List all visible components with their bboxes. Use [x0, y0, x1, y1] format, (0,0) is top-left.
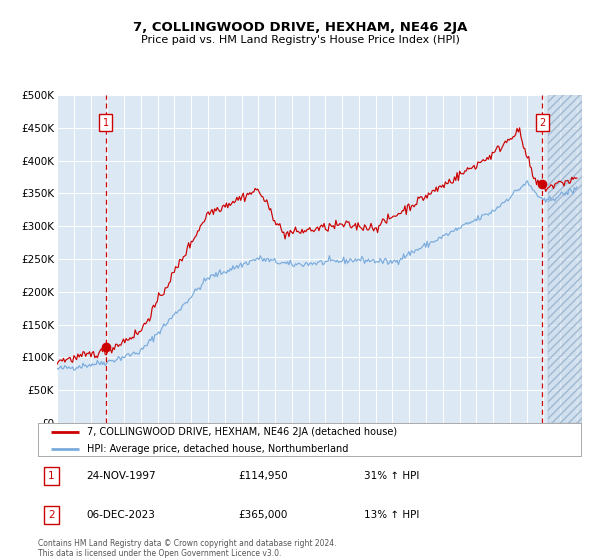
Text: 2: 2: [48, 510, 55, 520]
Text: 13% ↑ HPI: 13% ↑ HPI: [364, 510, 419, 520]
Text: 1: 1: [103, 118, 109, 128]
Text: 2: 2: [539, 118, 545, 128]
Text: 06-DEC-2023: 06-DEC-2023: [86, 510, 155, 520]
Text: 7, COLLINGWOOD DRIVE, HEXHAM, NE46 2JA: 7, COLLINGWOOD DRIVE, HEXHAM, NE46 2JA: [133, 21, 467, 34]
Text: Contains HM Land Registry data © Crown copyright and database right 2024.
This d: Contains HM Land Registry data © Crown c…: [38, 539, 337, 558]
Text: 1: 1: [48, 471, 55, 481]
Text: 7, COLLINGWOOD DRIVE, HEXHAM, NE46 2JA (detached house): 7, COLLINGWOOD DRIVE, HEXHAM, NE46 2JA (…: [86, 427, 397, 437]
Text: Price paid vs. HM Land Registry's House Price Index (HPI): Price paid vs. HM Land Registry's House …: [140, 35, 460, 45]
Text: 24-NOV-1997: 24-NOV-1997: [86, 471, 156, 481]
Text: 31% ↑ HPI: 31% ↑ HPI: [364, 471, 419, 481]
Bar: [548, 95, 582, 423]
Bar: [548, 95, 582, 423]
Text: £365,000: £365,000: [239, 510, 288, 520]
Text: HPI: Average price, detached house, Northumberland: HPI: Average price, detached house, Nort…: [86, 444, 348, 454]
Text: £114,950: £114,950: [239, 471, 289, 481]
